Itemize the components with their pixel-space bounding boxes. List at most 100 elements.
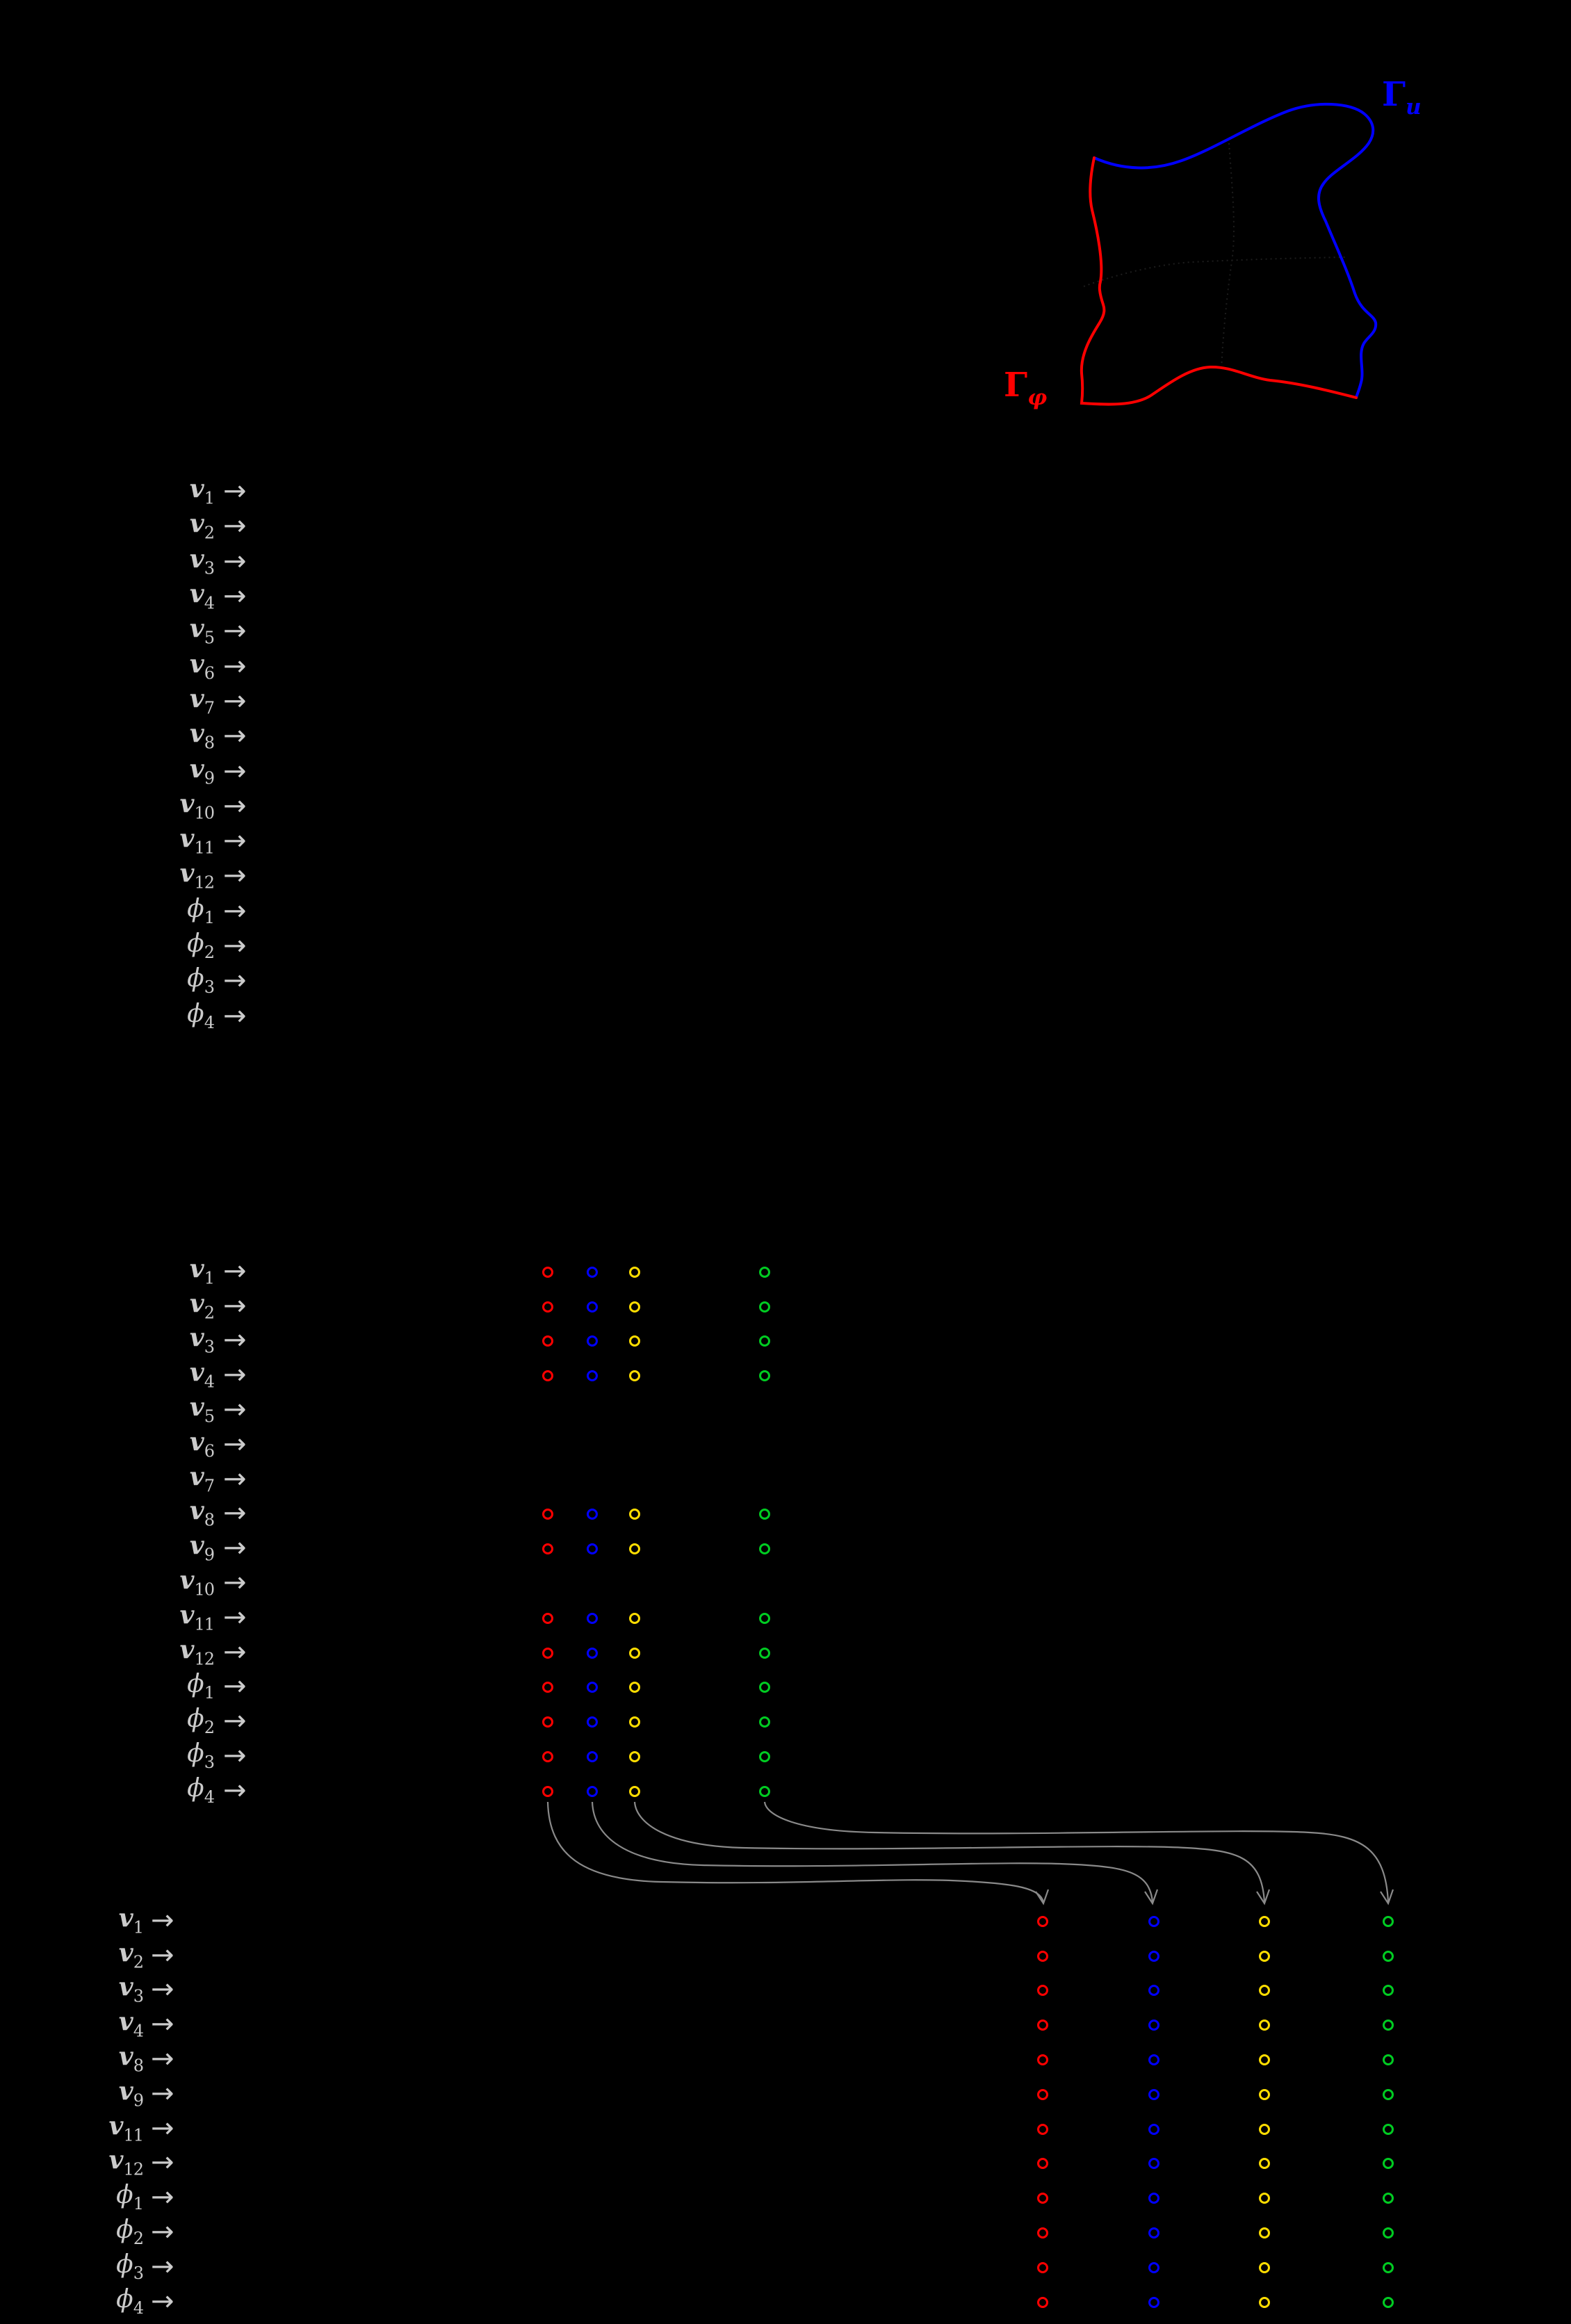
maps-to-arrow-icon: →: [151, 2077, 174, 2110]
dof-dot-yellow-icon: [629, 1716, 640, 1728]
gamma-u-symbol: Γ: [1382, 75, 1406, 114]
basis-symbol: v: [118, 2077, 133, 2106]
dof-dot-red-icon: [542, 1647, 553, 1659]
maps-to-arrow-icon: →: [223, 580, 247, 612]
basis-subscript: 3: [204, 977, 215, 998]
basis-subscript: 3: [204, 1753, 215, 1773]
basis-symbol: ϕ: [187, 1705, 204, 1734]
basis-row: ϕ4 →: [0, 999, 1571, 1034]
dof-dot-red-icon: [1037, 1915, 1048, 1927]
dof-dot-yellow-icon: [629, 1751, 640, 1763]
dof-dot-red-icon: [542, 1370, 553, 1382]
basis-symbol: v: [118, 1903, 133, 1933]
basis-row: v10 →: [0, 790, 1571, 824]
basis-label: v10: [0, 1566, 215, 1598]
maps-to-arrow-icon: →: [151, 2181, 174, 2213]
basis-row: v4 →: [0, 2008, 1571, 2042]
basis-row: v1 →: [0, 1904, 1571, 1939]
basis-symbol: v: [179, 1566, 195, 1595]
maps-to-arrow-icon: →: [223, 1428, 247, 1461]
basis-row: v8 →: [0, 720, 1571, 754]
maps-to-arrow-icon: →: [223, 510, 247, 542]
gamma-phi-symbol: Γ: [1004, 366, 1028, 405]
dof-dot-yellow-icon: [629, 1647, 640, 1659]
basis-row: ϕ1 →: [0, 895, 1571, 929]
basis-label: v6: [0, 649, 215, 683]
basis-row: v10 →: [0, 1566, 1571, 1601]
dof-dot-red-icon: [1037, 2227, 1048, 2239]
basis-label: ϕ2: [0, 1705, 215, 1737]
basis-row: v8 →: [0, 1497, 1571, 1532]
basis-label: v4: [0, 2007, 144, 2040]
basis-label: v2: [0, 1940, 144, 1970]
basis-symbol: ϕ: [116, 2250, 133, 2280]
basis-symbol: ϕ: [116, 2181, 133, 2210]
dof-dot-red-icon: [1037, 1985, 1048, 1997]
basis-row: v12 →: [0, 2147, 1571, 2181]
basis-subscript: 2: [204, 523, 215, 544]
gamma-u-boundary-path: [1093, 102, 1378, 399]
basis-subscript: 11: [194, 838, 215, 858]
basis-symbol: v: [118, 2007, 133, 2037]
dof-dot-yellow-icon: [629, 1509, 640, 1520]
basis-subscript: 5: [204, 1406, 215, 1427]
dof-dot-blue-icon: [587, 1785, 598, 1797]
basis-row: ϕ2 →: [0, 1705, 1571, 1739]
basis-label: v3: [0, 1973, 144, 2005]
basis-subscript: 2: [133, 2229, 144, 2249]
basis-label: v1: [0, 477, 215, 508]
column-flow-arrows: [546, 1801, 1394, 1905]
basis-subscript: 7: [204, 698, 215, 718]
basis-row: v3 →: [0, 1324, 1571, 1359]
basis-label: v12: [0, 1637, 215, 1667]
dof-dot-green-icon: [1383, 2158, 1394, 2170]
dof-dot-yellow-icon: [629, 1335, 640, 1347]
maps-to-arrow-icon: →: [223, 1739, 247, 1772]
basis-subscript: 3: [204, 1338, 215, 1358]
basis-label: ϕ4: [0, 2286, 144, 2316]
maps-to-arrow-icon: →: [223, 1255, 247, 1287]
basis-symbol: ϕ: [187, 894, 204, 923]
basis-subscript: 1: [204, 488, 215, 508]
basis-symbol: v: [189, 719, 204, 749]
dof-dot-red-icon: [542, 1716, 553, 1728]
basis-subscript: 2: [204, 1303, 215, 1323]
basis-label: v7: [0, 687, 215, 718]
maps-to-arrow-icon: →: [223, 824, 247, 857]
basis-row: v2 →: [0, 510, 1571, 544]
basis-row: ϕ2 →: [0, 2216, 1571, 2250]
basis-label: v12: [0, 2148, 144, 2178]
basis-subscript: 6: [204, 663, 215, 683]
basis-label: v9: [0, 2077, 144, 2111]
flow-arrow-blue-head: [1144, 1889, 1159, 1905]
maps-to-arrow-icon: →: [223, 929, 247, 962]
dof-dot-green-icon: [1383, 2123, 1394, 2135]
basis-functions-list-middle: v1 → v2 → v3 → v4: [0, 1255, 1571, 1809]
basis-symbol: ϕ: [187, 999, 204, 1028]
basis-row: v3 →: [0, 1974, 1571, 2008]
basis-row: v4 →: [0, 1358, 1571, 1393]
dof-dot-red-icon: [542, 1751, 553, 1763]
basis-label: ϕ1: [0, 894, 215, 926]
basis-subscript: 1: [133, 2194, 144, 2214]
basis-row: v8 →: [0, 2042, 1571, 2077]
basis-symbol: v: [118, 1973, 133, 2003]
basis-subscript: 9: [133, 2090, 144, 2111]
dof-dot-green-icon: [759, 1301, 770, 1313]
maps-to-arrow-icon: →: [223, 754, 247, 787]
basis-subscript: 9: [204, 1545, 215, 1565]
basis-row: v2 →: [0, 1290, 1571, 1324]
basis-row: v6 →: [0, 1428, 1571, 1463]
basis-symbol: v: [108, 2111, 124, 2141]
maps-to-arrow-icon: →: [151, 2285, 174, 2318]
basis-label: ϕ4: [0, 999, 215, 1031]
dof-dot-red-icon: [1037, 2088, 1048, 2100]
basis-row: v11 →: [0, 824, 1571, 859]
dof-dot-yellow-icon: [1259, 2158, 1270, 2170]
dof-dot-blue-icon: [1148, 2158, 1159, 2170]
basis-symbol: v: [189, 1462, 204, 1492]
basis-symbol: v: [189, 649, 204, 679]
dof-dot-green-icon: [759, 1370, 770, 1382]
basis-row: v2 →: [0, 1939, 1571, 1974]
